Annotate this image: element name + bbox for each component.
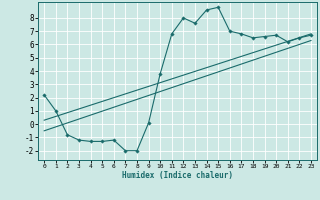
- X-axis label: Humidex (Indice chaleur): Humidex (Indice chaleur): [122, 171, 233, 180]
